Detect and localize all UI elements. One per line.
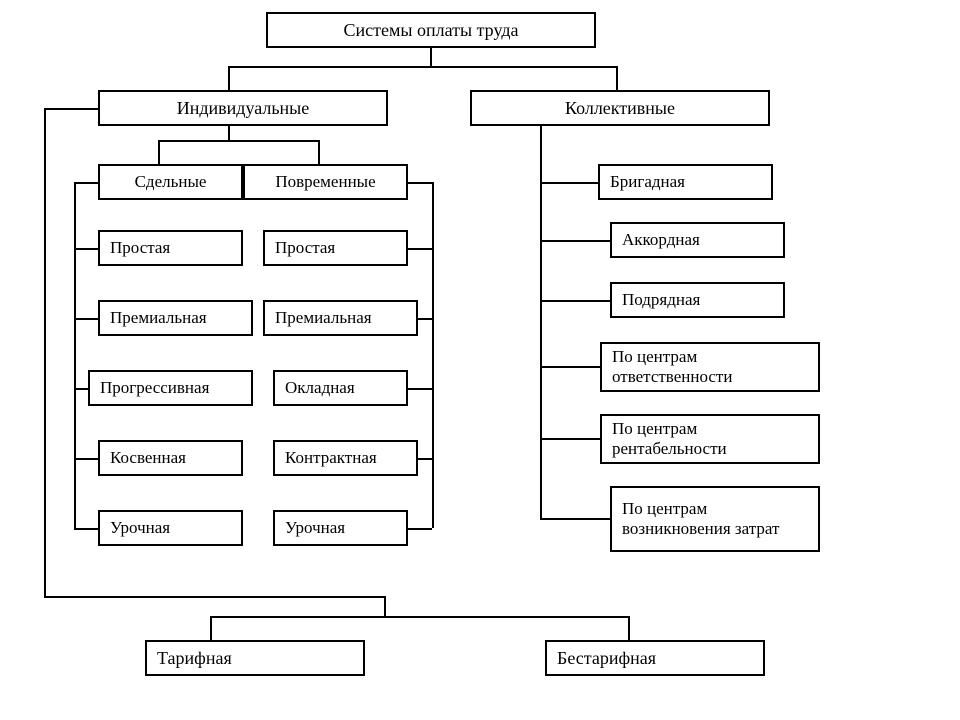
connector (628, 616, 630, 640)
node-c_cost: По центрам возникновения затрат (610, 486, 820, 552)
node-t_bonus: Премиальная (263, 300, 418, 336)
flowchart-stage: Системы оплаты труда Индивидуальные Коллек… (0, 0, 960, 720)
node-tariff: Тарифная (145, 640, 365, 676)
node-t_task: Урочная (273, 510, 408, 546)
connector (540, 182, 598, 184)
connector (318, 140, 320, 164)
connector (418, 318, 434, 320)
connector (408, 248, 432, 250)
connector (44, 596, 386, 598)
connector (384, 596, 386, 616)
connector (616, 66, 618, 90)
node-piece: Сдельные (98, 164, 243, 200)
node-individual: Индивидуальные (98, 90, 388, 126)
node-p_prog: Прогрессивная (88, 370, 253, 406)
connector (74, 318, 98, 320)
node-c_contract: Подрядная (610, 282, 785, 318)
connector (432, 182, 434, 528)
connector (158, 140, 318, 142)
node-time: Повременные (243, 164, 408, 200)
connector (408, 182, 432, 184)
node-p_indirect: Косвенная (98, 440, 243, 476)
node-c_resp: По центрам ответственности (600, 342, 820, 392)
node-p_bonus: Премиальная (98, 300, 253, 336)
connector (74, 248, 98, 250)
node-t_contract: Контрактная (273, 440, 418, 476)
node-t_salary: Окладная (273, 370, 408, 406)
connector (408, 388, 432, 390)
connector (74, 182, 98, 184)
connector (228, 66, 618, 68)
connector (44, 108, 46, 598)
connector (540, 518, 610, 520)
connector (74, 388, 88, 390)
connector (44, 108, 98, 110)
connector (210, 616, 630, 618)
connector (74, 182, 76, 528)
node-p_simple: Простая (98, 230, 243, 266)
node-collective: Коллективные (470, 90, 770, 126)
connector (540, 240, 610, 242)
node-c_brigade: Бригадная (598, 164, 773, 200)
node-root: Системы оплаты труда (266, 12, 596, 48)
connector (228, 66, 230, 90)
connector (74, 528, 98, 530)
node-nontariff: Бестарифная (545, 640, 765, 676)
connector (418, 458, 434, 460)
connector (540, 366, 600, 368)
connector (408, 528, 432, 530)
connector (228, 126, 230, 140)
connector (74, 458, 98, 460)
node-p_task: Урочная (98, 510, 243, 546)
node-t_simple: Простая (263, 230, 408, 266)
node-c_accord: Аккордная (610, 222, 785, 258)
connector (430, 48, 432, 66)
connector (210, 616, 212, 640)
node-c_profit: По центрам рентабельности (600, 414, 820, 464)
connector (158, 140, 160, 164)
connector (540, 438, 600, 440)
connector (540, 126, 542, 520)
connector (540, 300, 610, 302)
